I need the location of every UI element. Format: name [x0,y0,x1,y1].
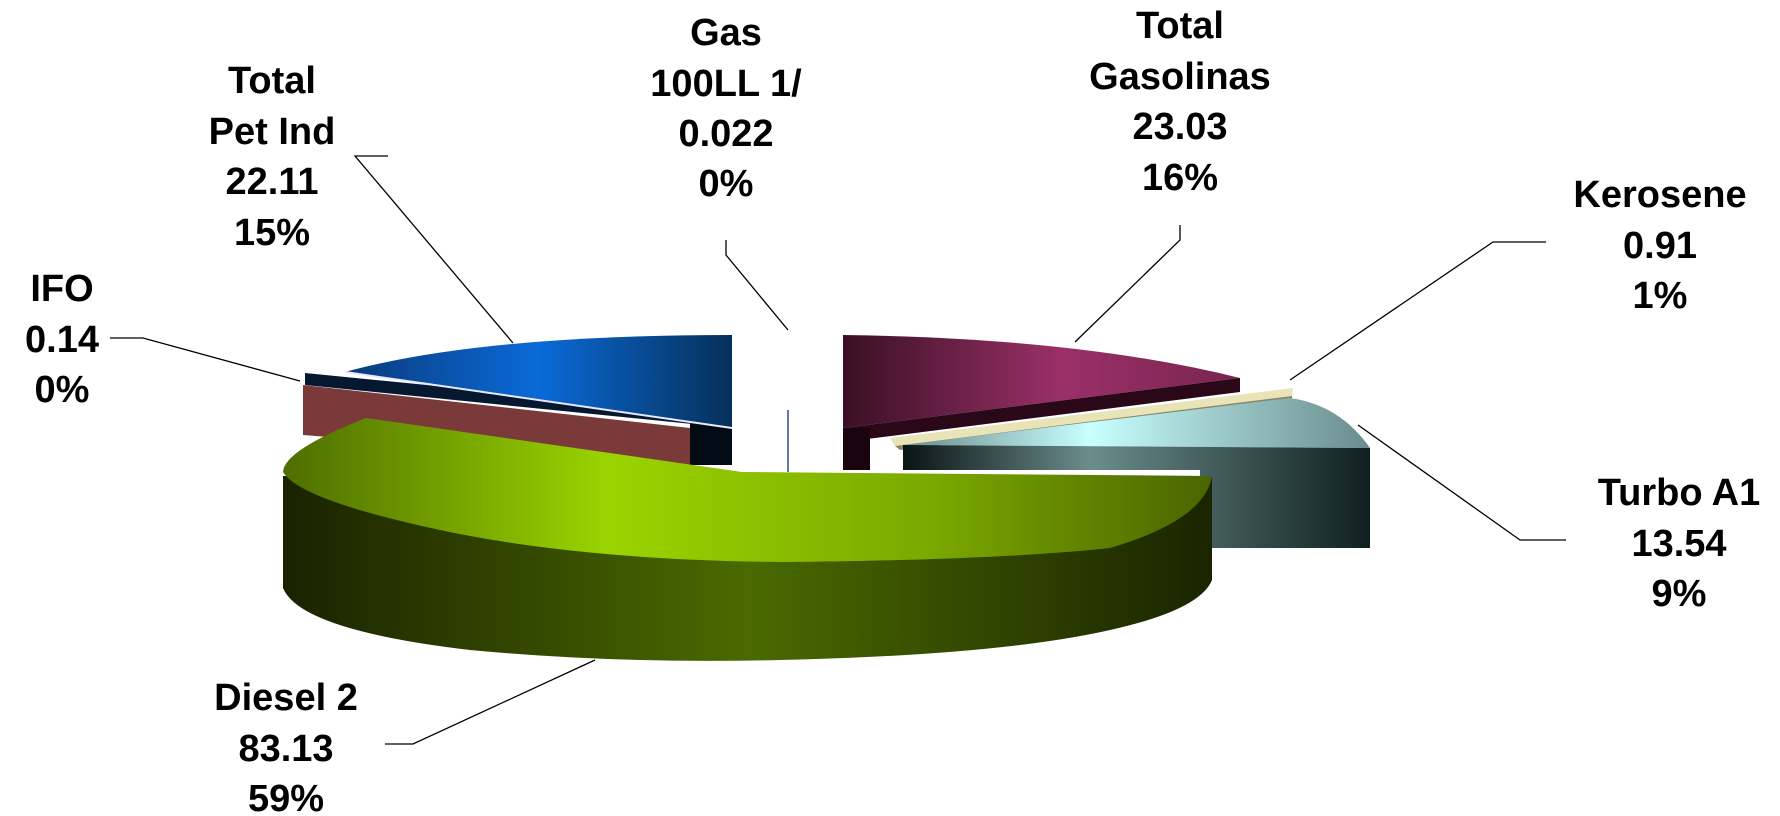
label-value: 13.54 [1631,523,1726,565]
label-name-line-2: 100LL 1/ [650,63,802,105]
label-name-line-1: Diesel 2 [214,677,358,719]
label-value: 0.91 [1623,225,1697,267]
label-percent: 1% [1633,275,1688,317]
label-value: 0.022 [678,113,773,155]
slice-label-kerosene: Kerosene 0.91 1% [1573,174,1746,317]
label-name-line-1: Total [228,60,316,102]
leader-diesel-2 [385,659,596,745]
slice-label-total-gasolinas: Total Gasolinas 23.03 16% [1089,5,1271,199]
label-value: 23.03 [1132,106,1227,148]
label-name-line-1: Turbo A1 [1598,472,1761,514]
label-value: 0.14 [25,319,99,361]
label-value: 83.13 [238,728,333,770]
leader-lines [110,155,1566,745]
leader-total-pet-ind [353,155,514,344]
label-value: 22.11 [226,161,319,203]
slice-ifo [303,385,690,465]
label-name-line-2: Pet Ind [209,111,336,153]
slice-label-gas-100ll: Gas 100LL 1/ 0.022 0% [650,12,802,205]
leader-kerosene [1289,241,1546,381]
label-name-line-1: IFO [30,268,93,310]
label-percent: 9% [1652,573,1707,615]
slice-diesel-2 [283,418,1212,661]
label-name-line-1: Kerosene [1573,174,1746,216]
label-percent: 16% [1142,157,1218,199]
slice-label-ifo: IFO 0.14 0% [25,268,99,411]
label-name-line-1: Total [1136,5,1224,47]
label-percent: 0% [699,163,754,205]
slice-label-total-pet-ind: Total Pet Ind 22.11 15% [209,60,336,254]
leader-ifo [110,337,301,382]
slice-total-gasolinas [843,335,1240,470]
label-percent: 0% [35,369,90,411]
label-name-line-1: Gas [690,12,762,54]
label-name-line-2: Gasolinas [1089,56,1271,98]
slice-turbo-a1 [903,398,1370,548]
label-percent: 59% [248,778,324,816]
leader-gas-100ll [725,240,789,331]
slice-total-pet-ind [305,335,733,465]
slice-label-turbo-a1: Turbo A1 13.54 9% [1598,472,1761,615]
leader-total-gasolinas [1074,225,1181,343]
label-percent: 15% [234,212,310,254]
leader-turbo-a1 [1357,424,1566,541]
slice-label-diesel-2: Diesel 2 83.13 59% [214,677,358,816]
